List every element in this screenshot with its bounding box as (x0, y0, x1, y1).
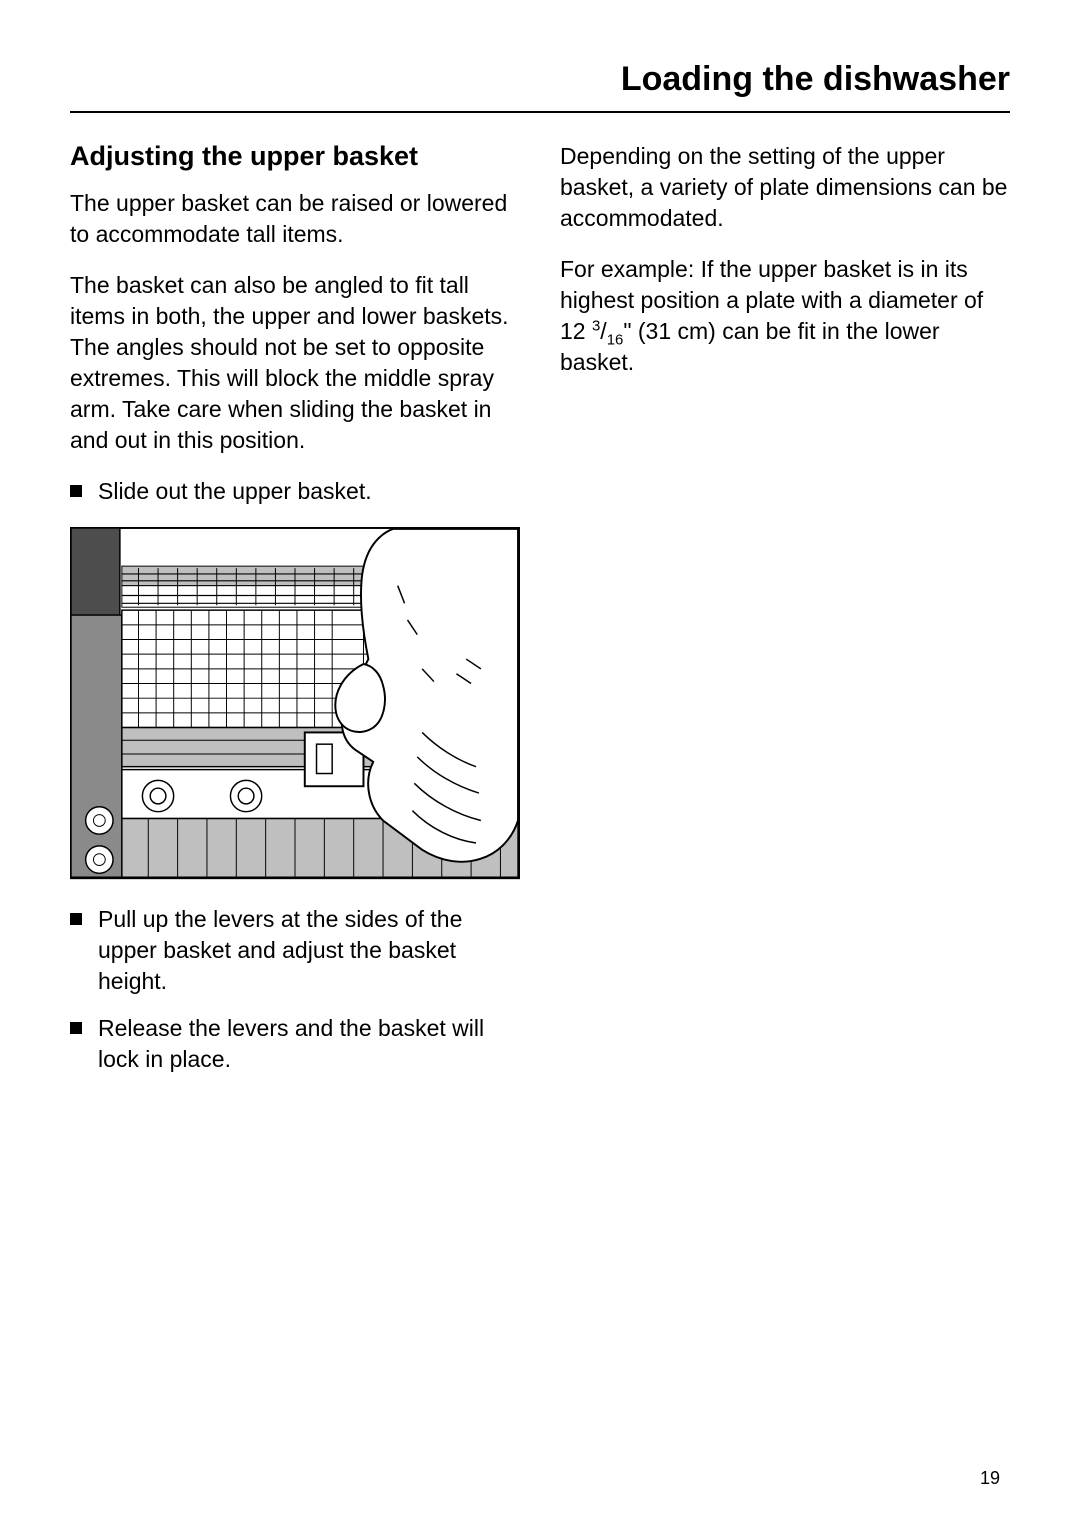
right-column: Depending on the setting of the upper ba… (560, 141, 1010, 1095)
instruction-figure (70, 527, 520, 879)
content-columns: Adjusting the upper basket The upper bas… (70, 141, 1010, 1095)
paragraph: Depending on the setting of the upper ba… (560, 141, 1010, 234)
paragraph: For example: If the upper basket is in i… (560, 254, 1010, 378)
page-number: 19 (980, 1468, 1000, 1489)
text-run: " (31 cm) can be fit in the lower basket… (560, 318, 940, 375)
paragraph: The upper basket can be raised or lowere… (70, 188, 520, 250)
fraction-denominator: 16 (607, 332, 624, 349)
fraction-numerator: 3 (592, 318, 600, 335)
step-list: Pull up the levers at the sides of the u… (70, 904, 520, 1075)
page-title: Loading the dishwasher (70, 60, 1010, 113)
list-item: Slide out the upper basket. (70, 476, 520, 507)
list-item: Release the levers and the basket will l… (70, 1013, 520, 1075)
section-heading: Adjusting the upper basket (70, 141, 520, 172)
paragraph: The basket can also be angled to fit tal… (70, 270, 520, 456)
basket-lever-illustration (70, 527, 520, 879)
step-list: Slide out the upper basket. (70, 476, 520, 507)
left-column: Adjusting the upper basket The upper bas… (70, 141, 520, 1095)
list-item: Pull up the levers at the sides of the u… (70, 904, 520, 997)
